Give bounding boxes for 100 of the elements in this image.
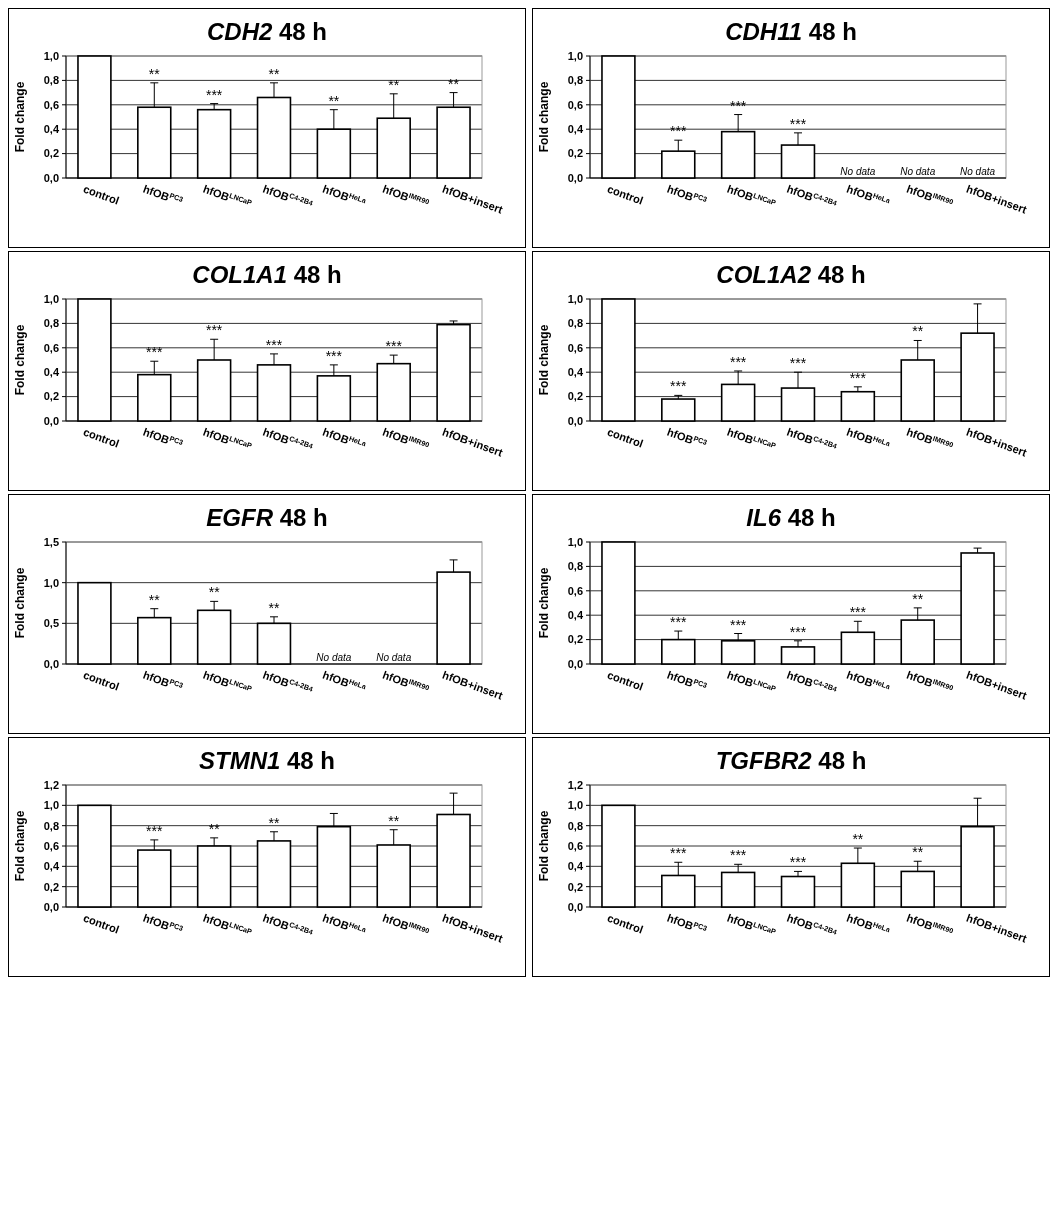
y-tick-label: 0,2 [567,147,583,160]
data-label: *** [729,847,747,864]
data-label: ** [388,812,400,829]
data-label: *** [325,347,343,364]
annotation: No data [316,652,352,663]
chart-title: EGFR 48 h [206,504,328,531]
y-tick-label: 0,2 [567,880,583,893]
y-tick-label: 1,0 [43,799,59,812]
x-tick-label: control [81,182,121,207]
data-label: ** [912,323,924,340]
x-tick-label: control [605,182,645,207]
data-label: *** [849,369,867,386]
y-tick-label: 0,4 [43,860,60,873]
y-tick-label: 1,0 [567,535,583,548]
data-label: ** [912,844,924,861]
y-tick-label: 0,0 [43,657,59,670]
data-label: *** [789,623,807,640]
y-axis-title: Fold change [537,810,551,882]
y-tick-label: 0,6 [567,839,583,852]
data-label: ** [148,65,161,82]
data-label: *** [265,336,283,353]
annotation: No data [900,166,936,177]
y-tick-label: 0,2 [43,147,59,160]
chart-title: COL1A2 48 h [716,261,866,288]
data-label: *** [729,616,747,633]
data-label: *** [670,845,687,862]
data-label: ** [148,591,161,608]
y-tick-label: 0,6 [43,98,59,111]
y-tick-label: 0,8 [43,317,59,330]
y-axis-title: Fold change [13,81,27,153]
y-tick-label: 1,0 [43,292,59,305]
y-tick-label: 0,0 [43,414,59,427]
data-label: ** [328,92,340,109]
y-axis-title: Fold change [537,567,551,639]
y-tick-label: 0,0 [43,171,59,184]
data-label: *** [849,604,867,621]
x-tick-label: control [605,911,645,936]
y-tick-label: 1,0 [567,799,583,812]
data-label: ** [268,65,280,82]
y-tick-label: 0,0 [567,414,583,427]
y-axis-title: Fold change [13,324,27,396]
x-tick-label: control [605,668,645,693]
data-label: *** [205,86,223,103]
annotation: No data [960,166,996,177]
y-tick-label: 0,0 [43,900,59,913]
y-tick-label: 0,6 [43,839,59,852]
y-tick-label: 0,6 [567,98,583,111]
data-label: *** [789,854,807,871]
x-tick-label: control [81,911,121,936]
annotation: No data [376,652,412,663]
y-tick-label: 0,6 [43,341,59,354]
y-tick-label: 0,8 [567,74,583,87]
y-tick-label: 1,0 [567,49,583,62]
y-tick-label: 0,6 [567,341,583,354]
y-tick-label: 0,4 [43,366,60,379]
x-tick-label: control [605,425,645,450]
y-tick-label: 1,0 [43,49,59,62]
y-tick-label: 0,4 [567,123,584,136]
y-tick-label: 0,0 [567,900,583,913]
y-tick-label: 0,2 [43,390,59,403]
y-tick-label: 0,2 [43,880,59,893]
y-tick-label: 0,4 [567,860,584,873]
y-tick-label: 0,8 [43,819,59,832]
y-tick-label: 0,0 [567,657,583,670]
y-tick-label: 1,2 [567,778,583,791]
y-tick-label: 0,0 [567,171,583,184]
data-label: *** [205,322,223,339]
data-label: ** [268,599,280,616]
data-label: *** [385,338,403,355]
data-label: *** [146,344,163,361]
annotation: No data [840,166,876,177]
data-label: ** [852,831,864,848]
data-label: *** [729,97,747,114]
data-label: *** [789,355,807,372]
y-axis-title: Fold change [537,324,551,396]
y-tick-label: 0,8 [43,74,59,87]
y-tick-label: 0,8 [567,317,583,330]
chart-title: TGFBR2 48 h [715,747,867,774]
data-label: *** [146,822,163,839]
y-tick-label: 0,4 [567,366,584,379]
chart-title: STMN1 48 h [198,747,336,774]
y-tick-label: 0,6 [567,584,583,597]
y-tick-label: 0,4 [43,123,60,136]
data-label: ** [208,584,221,601]
y-axis-title: Fold change [13,567,27,639]
data-label: ** [912,590,924,607]
data-label: ** [208,820,221,837]
chart-title: COL1A1 48 h [192,261,342,288]
chart-title: CDH11 48 h [725,18,857,45]
x-tick-label: control [81,668,121,693]
y-tick-label: 0,4 [567,609,584,622]
y-axis-title: Fold change [537,81,551,153]
y-axis-title: Fold change [13,810,27,882]
y-tick-label: 1,2 [43,778,59,791]
data-label: *** [670,614,687,631]
data-label: ** [268,814,280,831]
y-tick-label: 0,8 [567,560,583,573]
y-tick-label: 1,0 [43,576,59,589]
data-label: *** [670,378,687,395]
data-label: *** [729,353,747,370]
